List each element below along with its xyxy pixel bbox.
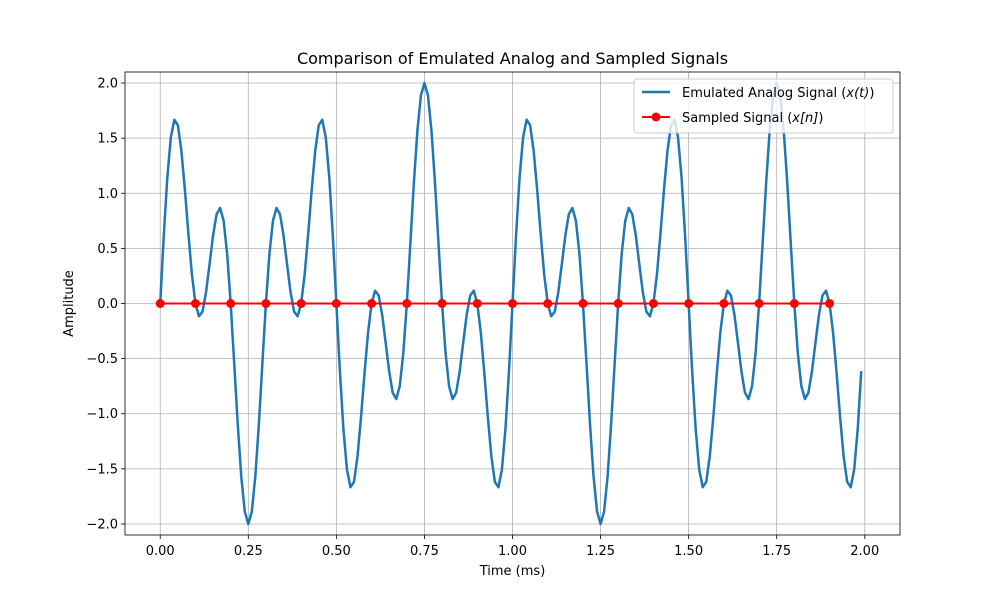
- sample-point: [508, 299, 517, 308]
- y-tick-label: −1.5: [86, 462, 118, 477]
- sample-point: [226, 299, 236, 308]
- y-tick-label: 0.0: [97, 297, 118, 312]
- sample-point: [261, 299, 271, 308]
- legend-sampled-swatch-marker: [651, 112, 661, 122]
- x-tick-label: 1.00: [498, 544, 527, 559]
- sample-point: [789, 299, 799, 308]
- sample-point: [472, 299, 482, 308]
- sample-point: [754, 299, 764, 308]
- y-tick-label: −0.5: [86, 352, 118, 367]
- sample-point: [613, 299, 623, 308]
- x-axis-label: Time (ms): [479, 564, 546, 579]
- y-tick-label: 0.5: [97, 242, 118, 257]
- sample-point: [719, 299, 729, 308]
- x-tick-label: 1.75: [762, 544, 791, 559]
- x-tick-label: 2.00: [850, 544, 879, 559]
- y-axis-label: Amplitude: [62, 270, 77, 337]
- chart-title: Comparison of Emulated Analog and Sample…: [297, 49, 728, 68]
- x-tick-label: 0.50: [322, 544, 351, 559]
- y-tick-label: 1.0: [97, 187, 118, 202]
- sample-point: [155, 299, 165, 308]
- sample-point: [684, 299, 694, 308]
- sample-point: [367, 299, 377, 308]
- y-tick-label: 1.5: [97, 132, 118, 147]
- analog-signal-line: [158, 81, 863, 526]
- sample-point: [578, 299, 588, 308]
- y-tick-label: −2.0: [86, 517, 118, 532]
- legend-box: [633, 78, 894, 134]
- x-tick-label: 0.25: [234, 544, 263, 559]
- x-tick-label: 1.25: [586, 544, 615, 559]
- sample-point: [296, 299, 306, 308]
- ticks: 0.00 0.25 0.50 0.75 1.00 1.25 1.50 1.75 2.00 −2.0…: [86, 77, 879, 559]
- legend-sampled-label: Sampled Signal (x[n]): [682, 111, 823, 126]
- legend-analog-label: Emulated Analog Signal (x(t)): [682, 86, 874, 101]
- x-tick-label: 0.00: [146, 544, 175, 559]
- sample-point: [437, 299, 447, 308]
- legend: Emulated Analog Signal (x(t)) Sampled Si…: [633, 78, 894, 134]
- sample-point: [648, 299, 658, 308]
- sample-point: [825, 299, 835, 308]
- series-layer: [155, 81, 863, 526]
- sample-point: [190, 299, 200, 308]
- y-tick-label: 2.0: [97, 77, 118, 92]
- sample-point: [402, 299, 412, 308]
- y-tick-label: −1.0: [86, 407, 118, 422]
- sample-point: [331, 299, 341, 308]
- x-tick-label: 0.75: [410, 544, 439, 559]
- x-tick-label: 1.50: [674, 544, 703, 559]
- sample-point: [543, 299, 553, 308]
